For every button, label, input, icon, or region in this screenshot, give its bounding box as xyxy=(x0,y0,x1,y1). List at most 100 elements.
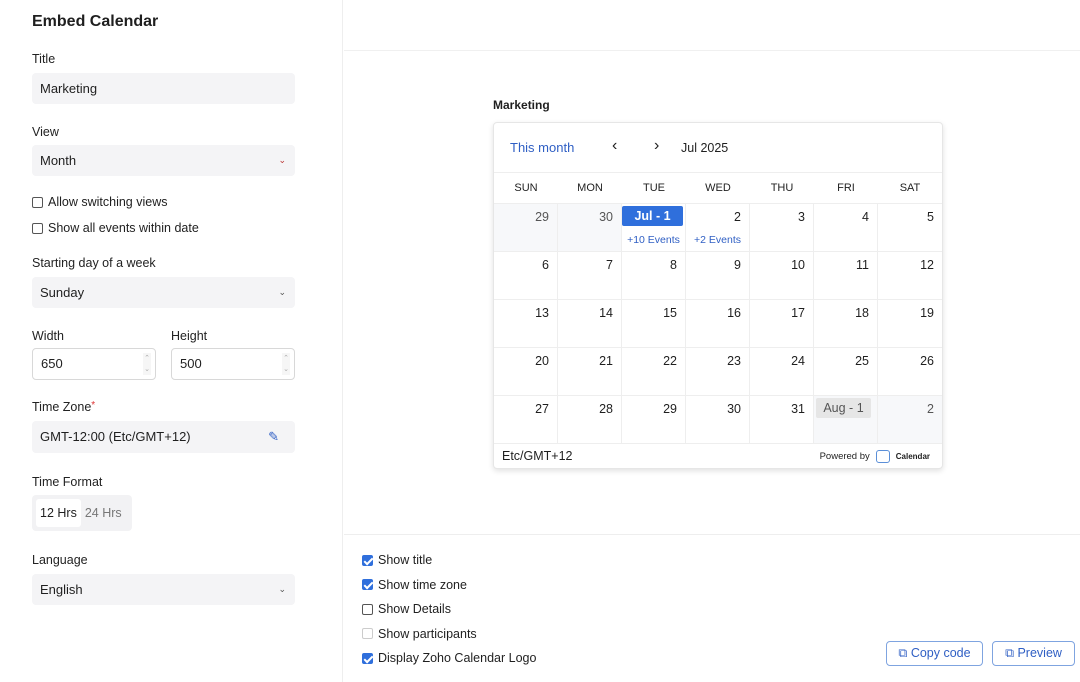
day-cell[interactable]: 6 xyxy=(494,252,558,300)
day-number: 13 xyxy=(535,306,549,320)
view-select[interactable]: Month ⌄ xyxy=(32,145,295,176)
day-number: 5 xyxy=(927,210,934,224)
day-cell[interactable]: 15 xyxy=(622,300,686,348)
day-cell[interactable]: 24 xyxy=(750,348,814,396)
copy-icon: ⧉ xyxy=(898,646,911,660)
day-cell[interactable]: 30 xyxy=(686,396,750,444)
stepper-icon[interactable]: ⌃ ⌄ xyxy=(143,353,151,375)
day-cell[interactable]: 20 xyxy=(494,348,558,396)
timezone-footer: Etc/GMT+12 xyxy=(502,449,573,463)
day-cell[interactable]: 14 xyxy=(558,300,622,348)
copy-code-button[interactable]: ⧉ Copy code xyxy=(886,641,983,666)
day-cell[interactable]: Aug - 1 xyxy=(814,396,878,444)
option-checkbox[interactable]: Show Details xyxy=(362,602,451,616)
checkbox[interactable] xyxy=(362,652,373,664)
day-cell[interactable]: 4 xyxy=(814,204,878,252)
show-all-events-checkbox[interactable]: Show all events within date xyxy=(32,221,199,235)
day-number: 20 xyxy=(535,354,549,368)
chevron-right-icon[interactable]: › xyxy=(654,137,660,154)
day-cell[interactable]: 5 xyxy=(878,204,942,252)
zoho-calendar-logo-icon xyxy=(875,450,890,463)
day-number: 15 xyxy=(663,306,677,320)
time-format-24[interactable]: 24 Hrs xyxy=(84,506,122,520)
time-format-toggle[interactable]: 12 Hrs 24 Hrs xyxy=(32,495,132,531)
day-number: 29 xyxy=(535,210,549,224)
this-month-button[interactable]: This month xyxy=(510,140,575,155)
option-checkbox[interactable]: Show participants xyxy=(362,627,477,641)
language-value: English xyxy=(40,582,83,597)
chevron-down-icon: ⌄ xyxy=(278,584,286,594)
day-cell[interactable]: 7 xyxy=(558,252,622,300)
width-input[interactable]: 650 ⌃ ⌄ xyxy=(32,348,156,380)
day-number: 21 xyxy=(599,354,613,368)
day-cell[interactable]: 13 xyxy=(494,300,558,348)
day-cell[interactable]: 23 xyxy=(686,348,750,396)
preview-area xyxy=(344,50,1080,535)
page-title: Embed Calendar xyxy=(32,13,159,30)
day-cell[interactable]: 27 xyxy=(494,396,558,444)
width-value: 650 xyxy=(41,356,63,371)
day-cell[interactable]: 17 xyxy=(750,300,814,348)
preview-label: Preview xyxy=(1017,646,1062,660)
day-cell[interactable]: Jul - 1 +10 Events xyxy=(622,204,686,252)
time-format-12[interactable]: 12 Hrs xyxy=(36,499,81,527)
day-cell[interactable]: 31 xyxy=(750,396,814,444)
day-cell[interactable]: 30 xyxy=(558,204,622,252)
day-number: 18 xyxy=(855,306,869,320)
day-cell[interactable]: 29 xyxy=(494,204,558,252)
allow-switching-checkbox[interactable]: Allow switching views xyxy=(32,195,167,209)
day-cell[interactable]: 26 xyxy=(878,348,942,396)
day-cell[interactable]: 9 xyxy=(686,252,750,300)
day-cell[interactable]: 10 xyxy=(750,252,814,300)
day-cell[interactable]: 8 xyxy=(622,252,686,300)
option-checkbox[interactable]: Show title xyxy=(362,553,432,567)
pencil-icon[interactable]: ✎ xyxy=(268,429,279,444)
day-cell[interactable]: 2 +2 Events xyxy=(686,204,750,252)
preview-button[interactable]: ⧉ Preview xyxy=(992,641,1075,666)
required-marker: * xyxy=(91,400,96,411)
powered-by: Powered by Calendar xyxy=(820,444,930,469)
day-cell[interactable]: 11 xyxy=(814,252,878,300)
chevron-down-icon: ⌄ xyxy=(278,287,286,297)
day-cell[interactable]: 21 xyxy=(558,348,622,396)
more-events-link[interactable]: +10 Events xyxy=(627,234,680,246)
day-cell[interactable]: 16 xyxy=(686,300,750,348)
title-input[interactable]: Marketing xyxy=(32,73,295,104)
checkbox[interactable] xyxy=(32,222,43,234)
day-cell[interactable]: 12 xyxy=(878,252,942,300)
stepper-icon[interactable]: ⌃ ⌄ xyxy=(282,353,290,375)
checkbox[interactable] xyxy=(32,196,43,208)
more-events-link[interactable]: +2 Events xyxy=(694,234,741,246)
timezone-field[interactable]: GMT-12:00 (Etc/GMT+12) ✎ xyxy=(32,421,295,453)
checkbox[interactable] xyxy=(362,554,373,566)
day-cell[interactable]: 3 xyxy=(750,204,814,252)
option-checkbox[interactable]: Show time zone xyxy=(362,578,467,592)
day-cell[interactable]: 19 xyxy=(878,300,942,348)
day-cell[interactable]: 28 xyxy=(558,396,622,444)
checkbox[interactable] xyxy=(362,603,373,615)
day-number: 25 xyxy=(855,354,869,368)
day-cell[interactable]: 2 xyxy=(878,396,942,444)
checkbox[interactable] xyxy=(362,579,373,590)
day-cell[interactable]: 25 xyxy=(814,348,878,396)
height-label: Height xyxy=(171,329,208,343)
language-label: Language xyxy=(32,553,88,567)
checkbox[interactable] xyxy=(362,628,373,639)
day-number: 3 xyxy=(798,210,805,224)
view-label: View xyxy=(32,125,59,139)
day-cell[interactable]: 18 xyxy=(814,300,878,348)
start-day-select[interactable]: Sunday ⌄ xyxy=(32,277,295,308)
weekday-label: THU xyxy=(770,182,794,194)
day-number: 22 xyxy=(663,354,677,368)
day-cell[interactable]: 22 xyxy=(622,348,686,396)
day-number: 6 xyxy=(542,258,549,272)
weekday-label: SUN xyxy=(514,182,538,194)
day-cell[interactable]: 29 xyxy=(622,396,686,444)
day-number: 31 xyxy=(791,402,805,416)
language-select[interactable]: English ⌄ xyxy=(32,574,295,605)
weekday-label: FRI xyxy=(837,182,855,194)
day-number: 8 xyxy=(670,258,677,272)
option-checkbox[interactable]: Display Zoho Calendar Logo xyxy=(362,651,536,665)
chevron-left-icon[interactable]: ‹ xyxy=(612,137,618,154)
height-input[interactable]: 500 ⌃ ⌄ xyxy=(171,348,295,380)
